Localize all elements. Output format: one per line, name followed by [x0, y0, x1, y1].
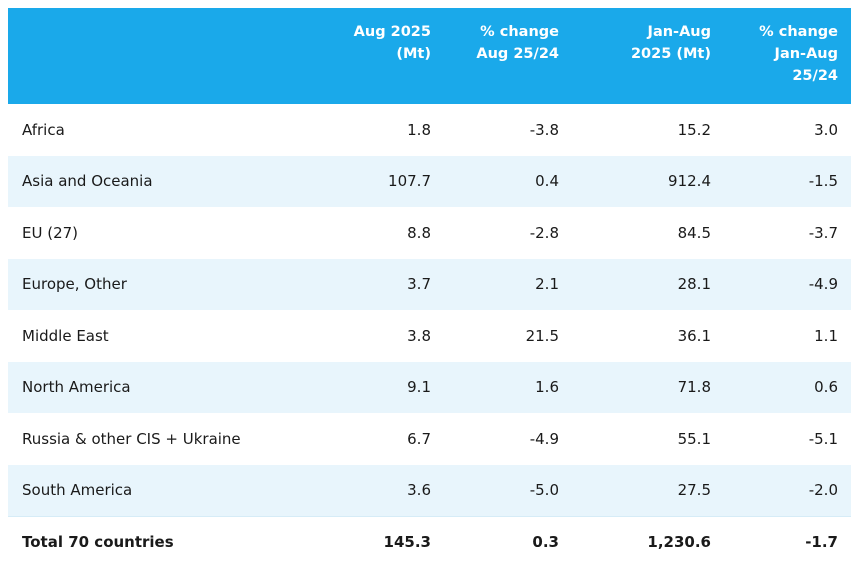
header-jan-aug-2025: Jan-Aug 2025 (Mt)	[630, 24, 711, 62]
cell-ytd: 912.4	[572, 155, 724, 207]
table-body: Africa 1.8 -3.8 15.2 3.0 Asia and Oceani…	[8, 103, 851, 568]
cell-ytd: 71.8	[572, 361, 724, 413]
cell-region: Africa	[8, 103, 266, 156]
cell-aug-change: 0.4	[444, 155, 572, 207]
cell-region: South America	[8, 464, 266, 516]
total-aug: 145.3	[266, 515, 444, 568]
total-row: Total 70 countries 145.3 0.3 1,230.6 -1.…	[8, 515, 851, 568]
header-row: Aug 2025 (Mt) % change Aug 25/24 Jan-Aug…	[8, 8, 851, 104]
cell-aug: 9.1	[266, 361, 444, 413]
header-jan-aug-change: % change Jan-Aug 25/24	[759, 24, 838, 84]
table-row: Middle East 3.8 21.5 36.1 1.1	[8, 309, 851, 362]
total-ytd: 1,230.6	[572, 515, 724, 568]
total-ytd-change: -1.7	[724, 515, 851, 568]
cell-ytd-change: 0.6	[724, 361, 851, 413]
cell-ytd: 55.1	[572, 412, 724, 465]
table-row: Europe, Other 3.7 2.1 28.1 -4.9	[8, 258, 851, 310]
cell-aug: 3.6	[266, 464, 444, 516]
cell-region: North America	[8, 361, 266, 413]
cell-region: Russia & other CIS + Ukraine	[8, 412, 266, 465]
table-row: North America 9.1 1.6 71.8 0.6	[8, 361, 851, 413]
production-table: Aug 2025 (Mt) % change Aug 25/24 Jan-Aug…	[8, 8, 851, 568]
cell-aug: 8.8	[266, 206, 444, 259]
cell-aug-change: -2.8	[444, 206, 572, 259]
cell-ytd: 84.5	[572, 206, 724, 259]
cell-ytd: 36.1	[572, 309, 724, 362]
total-label: Total 70 countries	[8, 515, 266, 568]
table-row: Russia & other CIS + Ukraine 6.7 -4.9 55…	[8, 412, 851, 465]
cell-aug-change: -3.8	[444, 103, 572, 156]
cell-ytd: 15.2	[572, 103, 724, 156]
table-row: Asia and Oceania 107.7 0.4 912.4 -1.5	[8, 155, 851, 207]
cell-region: Europe, Other	[8, 258, 266, 310]
cell-aug-change: 21.5	[444, 309, 572, 362]
cell-region: EU (27)	[8, 206, 266, 259]
cell-ytd-change: -3.7	[724, 206, 851, 259]
cell-ytd-change: -5.1	[724, 412, 851, 465]
cell-aug-change: 1.6	[444, 361, 572, 413]
cell-aug-change: -5.0	[444, 464, 572, 516]
header-aug-2025: Aug 2025 (Mt)	[353, 24, 431, 62]
cell-aug: 6.7	[266, 412, 444, 465]
table-row: South America 3.6 -5.0 27.5 -2.0	[8, 464, 851, 516]
table-header: Aug 2025 (Mt) % change Aug 25/24 Jan-Aug…	[8, 8, 851, 104]
cell-region: Middle East	[8, 309, 266, 362]
header-aug-change: % change Aug 25/24	[476, 24, 559, 62]
cell-aug-change: -4.9	[444, 412, 572, 465]
header-region	[8, 8, 266, 104]
cell-aug: 1.8	[266, 103, 444, 156]
total-aug-change: 0.3	[444, 515, 572, 568]
cell-ytd: 27.5	[572, 464, 724, 516]
cell-ytd-change: -2.0	[724, 464, 851, 516]
cell-aug: 3.7	[266, 258, 444, 310]
cell-aug-change: 2.1	[444, 258, 572, 310]
cell-region: Asia and Oceania	[8, 155, 266, 207]
cell-aug: 3.8	[266, 309, 444, 362]
cell-ytd-change: -4.9	[724, 258, 851, 310]
table-row: EU (27) 8.8 -2.8 84.5 -3.7	[8, 206, 851, 259]
cell-ytd: 28.1	[572, 258, 724, 310]
table-row: Africa 1.8 -3.8 15.2 3.0	[8, 103, 851, 156]
cell-ytd-change: 3.0	[724, 103, 851, 156]
cell-ytd-change: 1.1	[724, 309, 851, 362]
cell-ytd-change: -1.5	[724, 155, 851, 207]
cell-aug: 107.7	[266, 155, 444, 207]
